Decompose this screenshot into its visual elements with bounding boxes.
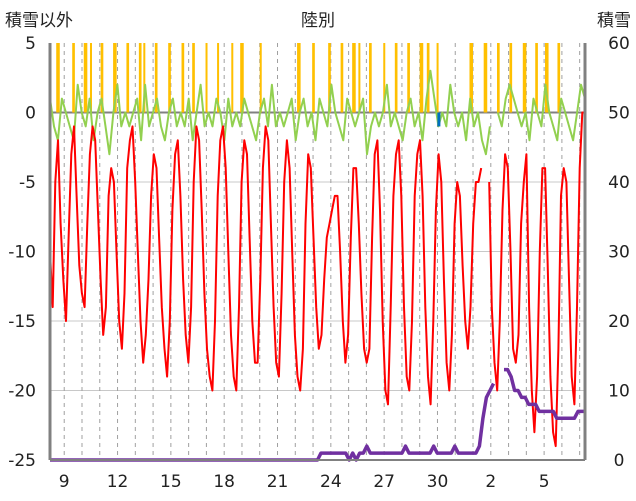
axes [48,43,587,461]
x-tick-label: 15 [160,472,182,492]
right-tick-label: 10 [608,382,630,402]
x-tick-label: 27 [373,472,395,492]
sunshine-bar [143,43,146,113]
sunshine-bar [436,43,439,113]
sunshine-bar [394,43,398,113]
sunshine-bar [126,43,130,113]
sunshine-bar [312,43,315,113]
right-tick-label: 20 [608,312,630,332]
sunshine-bar [369,43,372,113]
sunshine-bar [535,43,538,113]
x-tick-labels: 9 12 15 18 21 24 27 30 2 5 [59,472,550,492]
sunshine-bar [509,43,513,113]
sunshine-bar [483,43,488,113]
sunshine-bar [407,43,410,113]
sunshine-bar [168,43,171,113]
left-axis-label: 積雪以外 [5,11,73,31]
sunshine-bar [383,43,386,113]
left-tick-label: -5 [19,173,36,193]
x-tick-label: 18 [213,472,235,492]
sunshine-bar [56,43,60,113]
sunshine-bar [557,43,561,113]
sunshine-bar [138,43,142,113]
sunshine-bar [72,43,75,113]
sunshine-bar [469,43,474,113]
left-tick-label: -20 [8,382,36,402]
sunshine-bar [328,43,331,113]
right-tick-label: 50 [608,104,630,124]
series-wind [49,69,586,156]
series-temperature [49,111,585,448]
sunshine-bar [522,43,527,113]
sunshine-bar [497,43,500,113]
sunshine-bar [545,43,549,113]
right-tick-label: 0 [614,451,625,471]
sunshine-bar [192,43,195,113]
sunshine-bar [240,43,244,113]
sunshine-bar [181,43,185,113]
x-tick-label: 12 [107,472,129,492]
x-tick-label: 21 [267,472,289,492]
sunshine-bar [100,43,104,113]
left-tick-label: 0 [25,104,36,124]
sunshine-bar [83,43,88,113]
sunshine-bar [113,43,117,113]
sunshine-bar [340,43,344,113]
sunshine-bar [154,43,158,113]
sunshine-bar [259,43,262,113]
sunshine-bar [352,43,356,113]
left-tick-labels: 5 0 -5 -10 -15 -20 -25 [8,34,36,471]
right-tick-labels: 60 50 40 30 20 10 0 [608,34,630,471]
right-tick-label: 40 [608,173,630,193]
x-tick-label: 2 [485,472,496,492]
sunshine-bar [231,43,234,113]
left-tick-label: 5 [25,34,36,54]
sunshine-bar [419,43,424,113]
right-tick-label: 60 [608,34,630,54]
x-tick-label: 9 [59,472,70,492]
sunshine-bar [205,43,208,113]
left-tick-label: -25 [8,451,36,471]
right-axis-label: 積雪 [597,11,631,31]
left-tick-label: -10 [8,243,36,263]
sunshine-bar [358,43,361,113]
right-tick-label: 30 [608,243,630,263]
chart-title: 陸別 [301,11,335,31]
sunshine-bars [56,43,561,113]
x-tick-label: 30 [427,472,449,492]
sunshine-bar [297,43,301,113]
left-tick-label: -15 [8,312,36,332]
x-tick-label: 5 [539,472,550,492]
sunshine-bar [89,43,92,113]
sunshine-bar [426,43,430,113]
x-tick-label: 24 [320,472,342,492]
sunshine-bar [217,43,220,113]
